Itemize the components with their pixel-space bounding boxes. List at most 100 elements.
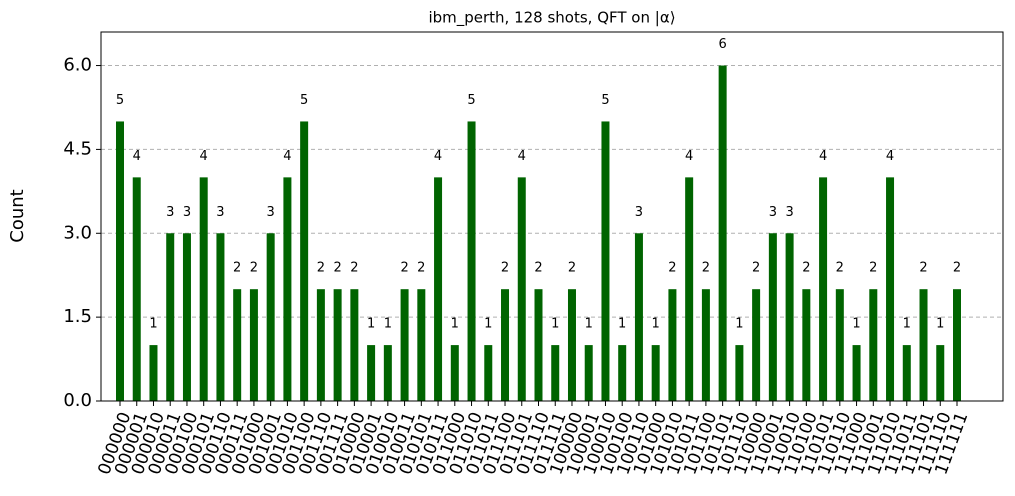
data-label: 5: [467, 93, 475, 108]
bar: [501, 289, 510, 401]
bar: [534, 289, 543, 401]
bar: [216, 233, 225, 401]
data-label: 2: [317, 261, 325, 276]
data-label: 4: [685, 149, 693, 164]
data-label: 4: [819, 149, 827, 164]
data-label: 6: [718, 37, 726, 52]
bar: [902, 345, 911, 401]
data-label: 4: [283, 149, 291, 164]
bar: [785, 233, 794, 401]
bar: [467, 121, 476, 402]
data-label: 4: [434, 149, 442, 164]
data-label: 3: [769, 205, 777, 220]
data-label: 1: [384, 317, 392, 332]
data-label: 4: [886, 149, 894, 164]
data-label: 2: [534, 261, 542, 276]
bar: [852, 345, 861, 401]
data-label: 2: [919, 261, 927, 276]
y-tick-label: 0.0: [63, 390, 92, 411]
data-label: 1: [585, 317, 593, 332]
data-label: 1: [484, 317, 492, 332]
bar: [517, 177, 526, 401]
bar: [819, 177, 828, 401]
bar: [417, 289, 426, 401]
data-label: 1: [367, 317, 375, 332]
bar: [383, 345, 392, 401]
plot-frame: [100, 31, 1004, 402]
bar: [601, 121, 610, 402]
bar: [166, 233, 175, 401]
data-label: 2: [702, 261, 710, 276]
y-tick-label: 4.5: [63, 138, 92, 159]
data-label: 2: [953, 261, 961, 276]
bar: [953, 289, 961, 401]
data-label: 2: [501, 261, 509, 276]
data-label: 2: [250, 261, 258, 276]
bar: [634, 233, 643, 401]
data-label: 1: [618, 317, 626, 332]
data-label: 1: [149, 317, 157, 332]
y-tick-label: 3.0: [63, 222, 92, 243]
data-label: 4: [133, 149, 141, 164]
data-label: 5: [601, 93, 609, 108]
data-label: 3: [785, 205, 793, 220]
bar: [752, 289, 761, 401]
bar: [802, 289, 811, 401]
y-tick-label: 6.0: [63, 55, 92, 76]
data-label: 1: [852, 317, 860, 332]
data-label: 3: [183, 205, 191, 220]
bar: [400, 289, 409, 401]
data-label: 3: [635, 205, 643, 220]
bar: [768, 233, 777, 401]
data-label: 2: [417, 261, 425, 276]
bar: [450, 345, 459, 401]
y-tick-label: 1.5: [63, 306, 92, 327]
data-label: 4: [518, 149, 526, 164]
bar: [936, 345, 945, 401]
bar: [685, 177, 694, 401]
data-label: 5: [116, 93, 124, 108]
data-label: 5: [300, 93, 308, 108]
data-label: 1: [652, 317, 660, 332]
bar: [484, 345, 493, 401]
bar: [735, 345, 744, 401]
data-label: 2: [752, 261, 760, 276]
bar: [316, 289, 325, 401]
data-label: 1: [551, 317, 559, 332]
bar: [132, 177, 141, 401]
bar: [199, 177, 208, 401]
bar: [651, 345, 660, 401]
data-label: 3: [267, 205, 275, 220]
bar: [300, 121, 309, 402]
bar: [668, 289, 677, 401]
data-label: 1: [735, 317, 743, 332]
data-label: 3: [166, 205, 174, 220]
data-label: 1: [936, 317, 944, 332]
bar: [919, 289, 928, 401]
bar: [434, 177, 443, 401]
bar: [333, 289, 342, 401]
data-label: 2: [333, 261, 341, 276]
bar: [350, 289, 359, 401]
data-label: 1: [451, 317, 459, 332]
bar: [249, 289, 258, 401]
bar: [567, 289, 576, 401]
bar: [551, 345, 560, 401]
data-label: 2: [568, 261, 576, 276]
data-label: 2: [350, 261, 358, 276]
bar: [149, 345, 158, 401]
chart-title: ibm_perth, 128 shots, QFT on |α⟩: [428, 9, 675, 28]
bar: [584, 345, 593, 401]
bar: [835, 289, 844, 401]
bar: [367, 345, 376, 401]
y-axis-label: Count: [7, 189, 28, 242]
data-label: 2: [233, 261, 241, 276]
bar: [266, 233, 275, 401]
data-label: 2: [836, 261, 844, 276]
bar: [618, 345, 627, 401]
data-label: 2: [668, 261, 676, 276]
bar: [869, 289, 878, 401]
data-label: 2: [400, 261, 408, 276]
bar: [718, 65, 727, 401]
